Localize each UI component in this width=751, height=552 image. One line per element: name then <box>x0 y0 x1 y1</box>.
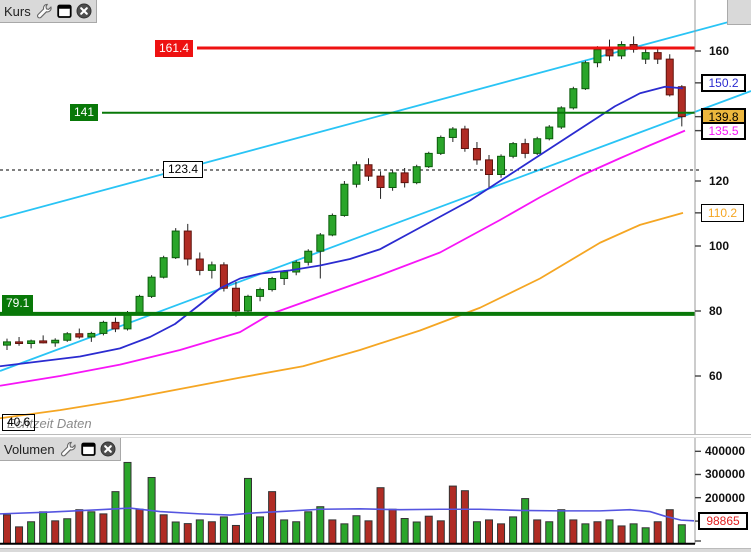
price-axis-label-160: 160 <box>709 44 730 58</box>
magenta-ma-value-tag: 135.5 <box>701 121 746 140</box>
ma-magenta-line <box>0 129 686 387</box>
level-label-141[interactable]: 141 <box>70 104 99 122</box>
wrench-icon[interactable] <box>36 3 53 20</box>
price-axis-label-100: 100 <box>709 239 730 253</box>
level-label-40.6[interactable]: 40.6 <box>2 414 36 431</box>
close-icon[interactable] <box>100 441 117 458</box>
volume-panel-header: Volumen <box>0 438 121 461</box>
last-volume-tag: 98865 <box>698 512 748 531</box>
scrollbar-corner <box>727 0 751 25</box>
ma-blue-line <box>0 85 684 368</box>
trendlines-group <box>0 15 751 372</box>
upper-channel-trendline[interactable] <box>0 15 751 219</box>
level-label-79.1[interactable]: 79.1 <box>2 294 34 312</box>
ma-orange-line <box>0 211 684 420</box>
price-axis-label-80: 80 <box>709 304 723 318</box>
wrench-icon[interactable] <box>60 441 77 458</box>
window-icon[interactable] <box>80 441 97 458</box>
volume-axis-label-300000: 300000 <box>705 467 746 482</box>
orange-ma-value-tag: 110.2 <box>701 203 744 222</box>
price-axis-label-60: 60 <box>709 369 723 383</box>
price-axis-label-120: 120 <box>709 174 730 188</box>
volume-axis-label-200000: 200000 <box>705 490 746 505</box>
level-label-161.4[interactable]: 161.4 <box>155 39 194 57</box>
price-panel-title: Kurs <box>4 3 31 19</box>
blue-ma-value-tag: 150.2 <box>701 73 746 92</box>
candles-group <box>3 36 686 350</box>
close-icon[interactable] <box>76 3 93 20</box>
realtime-watermark: Echtzeit Daten <box>7 416 92 431</box>
price-panel-header: Kurs <box>0 0 97 23</box>
volume-ma-line <box>0 507 695 522</box>
volume-bars-group <box>3 461 686 545</box>
volume-panel-title: Volumen <box>4 441 55 457</box>
window-icon[interactable] <box>56 3 73 20</box>
volume-axis-label-400000: 400000 <box>705 444 746 459</box>
level-label-123.4[interactable]: 123.4 <box>163 161 204 179</box>
bottom-border <box>0 548 751 552</box>
